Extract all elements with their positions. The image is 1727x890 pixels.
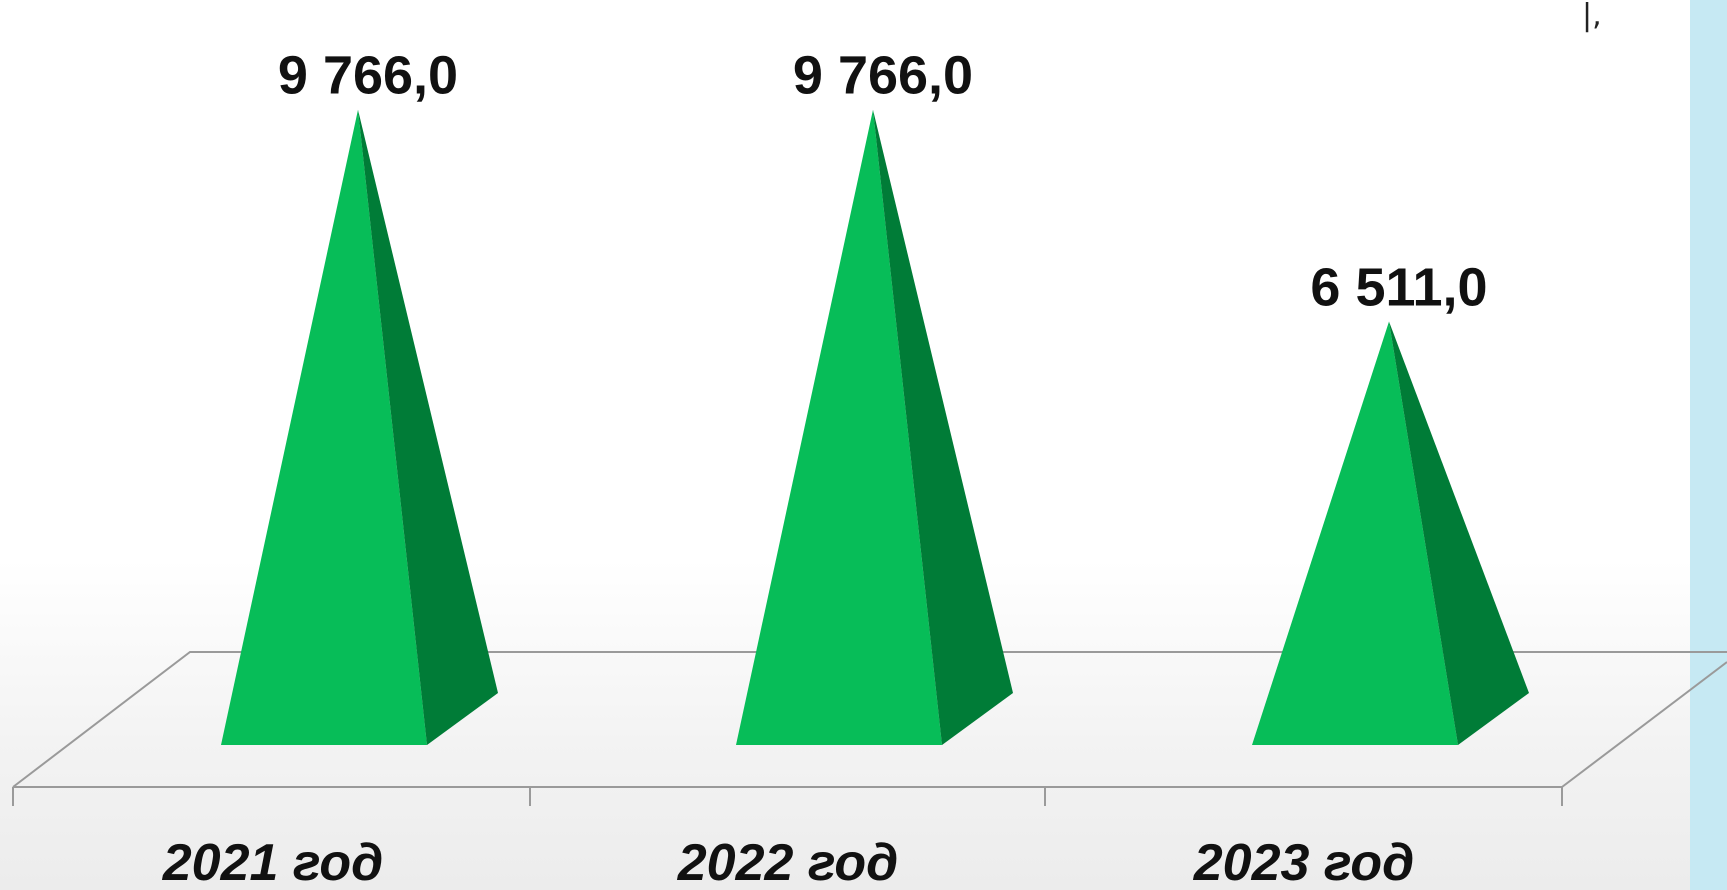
- data-label: 9 766,0: [278, 46, 458, 106]
- pyramid-front-face: [736, 109, 942, 746]
- x-axis-ticks: [12, 787, 1563, 806]
- cropped-text-fragment: |,: [1582, 0, 1602, 33]
- data-labels: 9 766,0 9 766,0 6 511,0: [278, 46, 1488, 318]
- chart-floor-right-edge: [1561, 661, 1727, 788]
- category-labels: 2021 год 2022 год 2023 год: [162, 834, 1415, 890]
- pyramid-side-face: [1389, 321, 1529, 745]
- pyramid-side-face: [358, 109, 498, 746]
- x-tick-label: 2022 год: [677, 834, 899, 890]
- chart-floor-outline: [12, 651, 1727, 788]
- data-label: 9 766,0: [793, 46, 973, 106]
- side-strip: [1690, 0, 1727, 890]
- pyramid-series: [221, 109, 1529, 746]
- pyramid-front-face: [221, 109, 427, 746]
- x-tick-label: 2021 год: [162, 834, 384, 890]
- data-label: 6 511,0: [1310, 257, 1487, 317]
- pyramid-front-face: [1252, 321, 1458, 745]
- pyramid-side-face: [873, 109, 1013, 746]
- x-tick-label: 2023 год: [1193, 834, 1415, 890]
